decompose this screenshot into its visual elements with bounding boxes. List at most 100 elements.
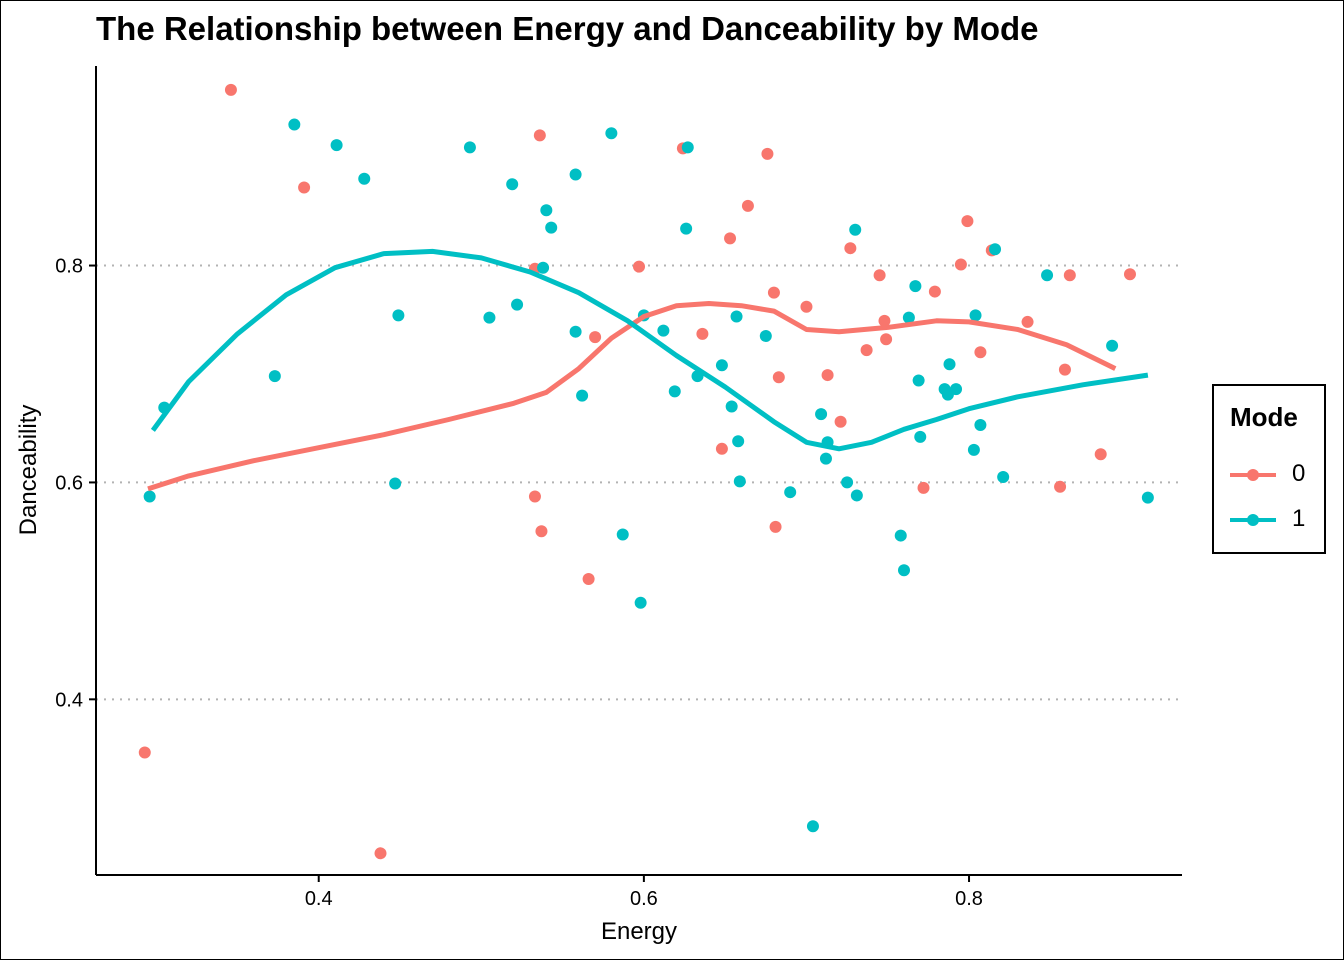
point-mode-0 — [1054, 480, 1067, 493]
point-mode-1 — [569, 325, 582, 338]
point-mode-1 — [680, 222, 693, 235]
point-mode-1 — [974, 418, 987, 431]
point-mode-0 — [834, 415, 847, 428]
legend-label-0: 0 — [1292, 460, 1306, 487]
point-mode-0 — [821, 369, 834, 382]
point-mode-0 — [535, 525, 548, 538]
point-mode-0 — [1021, 315, 1034, 328]
point-mode-1 — [725, 400, 738, 413]
y-tick-label: 0.4 — [55, 689, 83, 711]
x-tick-label: 0.8 — [955, 888, 983, 910]
point-mode-1 — [943, 358, 956, 371]
point-mode-0 — [298, 181, 311, 194]
point-mode-1 — [358, 172, 371, 185]
legend-title: Mode — [1230, 402, 1298, 432]
point-mode-1 — [506, 178, 519, 191]
point-mode-1 — [819, 452, 832, 465]
point-mode-1 — [389, 477, 402, 490]
point-mode-1 — [997, 471, 1010, 484]
point-mode-1 — [989, 243, 1002, 256]
point-mode-0 — [873, 269, 886, 282]
point-mode-1 — [392, 309, 405, 322]
point-mode-1 — [914, 430, 927, 443]
point-mode-1 — [967, 443, 980, 456]
point-mode-1 — [657, 324, 670, 337]
point-mode-1 — [268, 370, 281, 383]
point-mode-0 — [769, 520, 782, 533]
point-mode-1 — [463, 141, 476, 154]
point-mode-0 — [767, 286, 780, 299]
point-mode-0 — [224, 83, 237, 96]
point-mode-0 — [954, 258, 967, 271]
y-tick-label: 0.8 — [55, 256, 83, 278]
legend-item-1: 1 — [1228, 505, 1318, 535]
point-mode-1 — [143, 490, 156, 503]
point-mode-1 — [841, 476, 854, 489]
x-axis-title: Energy — [601, 918, 677, 945]
point-mode-1 — [569, 168, 582, 181]
point-mode-0 — [138, 746, 151, 759]
point-mode-0 — [582, 572, 595, 585]
point-mode-0 — [528, 490, 541, 503]
axes — [95, 66, 1182, 876]
point-mode-1 — [912, 374, 925, 387]
y-tick-label: 0.6 — [55, 472, 83, 494]
x-tick-label: 0.4 — [305, 888, 333, 910]
point-mode-0 — [1094, 448, 1107, 461]
point-mode-0 — [715, 442, 728, 455]
point-mode-1 — [806, 820, 819, 833]
point-mode-1 — [288, 118, 301, 131]
y-axis-title: Danceability — [15, 405, 42, 536]
point-mode-0 — [533, 129, 546, 142]
data-points — [138, 83, 1154, 860]
point-mode-0 — [633, 260, 645, 273]
point-mode-1 — [330, 139, 343, 152]
point-mode-0 — [1123, 268, 1136, 281]
point-mode-0 — [880, 333, 893, 346]
point-mode-1 — [941, 388, 954, 401]
point-mode-0 — [878, 314, 891, 327]
point-mode-0 — [772, 371, 785, 384]
point-mode-0 — [696, 327, 709, 340]
point-mode-1 — [545, 221, 558, 234]
point-mode-0 — [1058, 363, 1071, 376]
point-mode-1 — [715, 359, 728, 372]
point-mode-1 — [605, 127, 618, 140]
point-mode-1 — [537, 261, 550, 274]
legend-key-dot-0 — [1247, 469, 1259, 481]
legend-label-1: 1 — [1292, 505, 1306, 532]
point-mode-1 — [634, 596, 647, 609]
point-mode-1 — [850, 489, 863, 502]
point-mode-0 — [374, 847, 387, 860]
legend-key-1 — [1230, 514, 1276, 526]
smooth-line-mode-0 — [147, 301, 1117, 492]
point-mode-0 — [1063, 269, 1076, 282]
point-mode-1 — [902, 311, 915, 324]
point-mode-1 — [576, 389, 589, 402]
point-mode-0 — [928, 285, 941, 298]
point-mode-1 — [759, 330, 772, 343]
legend-key-0 — [1230, 469, 1276, 481]
point-mode-0 — [844, 242, 857, 255]
point-mode-0 — [961, 215, 974, 228]
point-mode-1 — [909, 280, 922, 293]
point-mode-1 — [616, 528, 629, 541]
point-mode-1 — [894, 529, 907, 542]
smooth-lines — [147, 248, 1149, 492]
point-mode-0 — [974, 346, 987, 359]
point-mode-1 — [849, 223, 862, 236]
point-mode-0 — [917, 481, 930, 494]
legend-key-dot-1 — [1247, 514, 1259, 526]
point-mode-0 — [724, 232, 737, 245]
point-mode-1 — [511, 298, 524, 311]
point-mode-1 — [1106, 339, 1119, 352]
point-mode-1 — [540, 204, 553, 217]
point-mode-1 — [1041, 269, 1054, 282]
point-mode-1 — [784, 486, 797, 499]
legend: Mode 0 1 — [1212, 384, 1326, 554]
point-mode-1 — [969, 309, 982, 322]
legend-item-0: 0 — [1228, 460, 1318, 490]
x-tick-label: 0.6 — [630, 888, 658, 910]
point-mode-1 — [681, 141, 694, 154]
